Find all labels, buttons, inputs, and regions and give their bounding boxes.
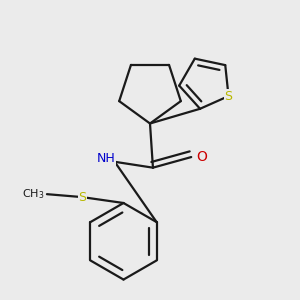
- Text: O: O: [196, 150, 207, 164]
- Text: S: S: [78, 190, 86, 204]
- Text: CH$_3$: CH$_3$: [22, 187, 44, 201]
- Text: NH: NH: [97, 152, 115, 165]
- Text: S: S: [224, 90, 232, 103]
